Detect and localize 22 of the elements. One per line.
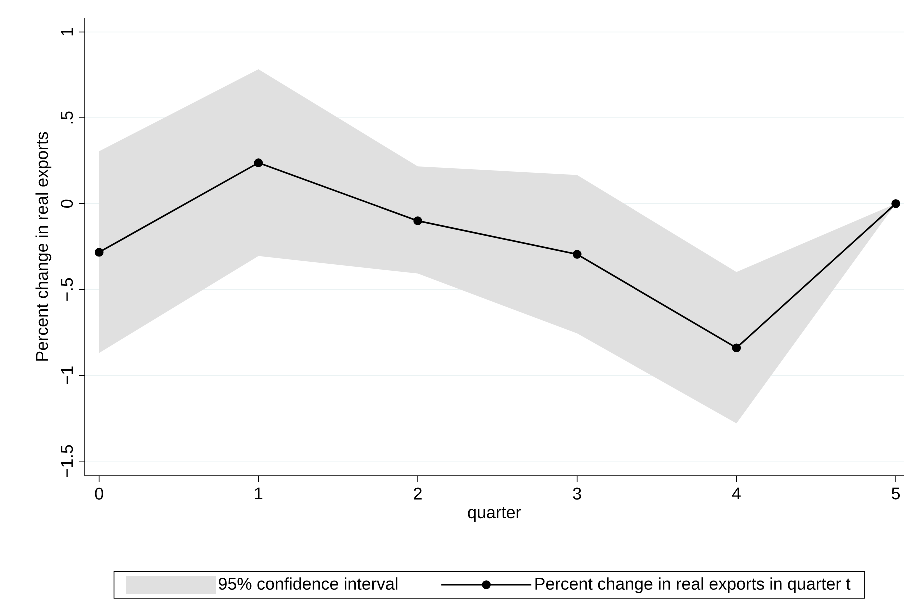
point bbox=[572, 250, 582, 259]
x-axis-title: quarter bbox=[468, 507, 522, 522]
x-tick-label: 1 bbox=[255, 488, 263, 500]
point bbox=[414, 216, 422, 226]
point bbox=[254, 158, 264, 168]
x-tick-label: 4 bbox=[732, 488, 741, 500]
text: Percent change in real exports in quarter t bbox=[536, 578, 851, 594]
y-tick-label: −1 bbox=[61, 366, 74, 384]
x-tick-label: 2 bbox=[414, 488, 422, 500]
y-tick-label: 1 bbox=[61, 28, 74, 36]
x-tick-label: 0 bbox=[95, 488, 104, 500]
y-axis-title: Percent change in real exports bbox=[36, 132, 52, 361]
y-tick-label: .5 bbox=[61, 112, 74, 124]
point bbox=[94, 248, 104, 257]
point bbox=[892, 200, 900, 208]
x-tick-label: 3 bbox=[573, 488, 582, 500]
y-tick-label: −.5 bbox=[61, 278, 74, 301]
text: 95% confidence interval bbox=[219, 578, 398, 590]
point bbox=[732, 344, 742, 352]
x-tick-label: 5 bbox=[892, 488, 900, 500]
y-tick-label: 0 bbox=[61, 200, 74, 208]
y-tick-label: −1.5 bbox=[61, 445, 74, 478]
